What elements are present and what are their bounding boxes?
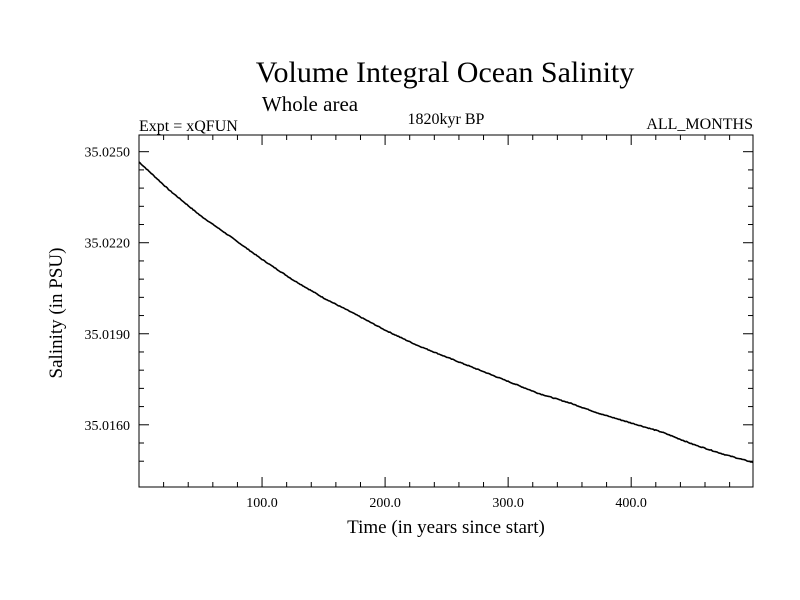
y-tick-label: 35.0190 [85, 328, 131, 343]
plot-frame [138, 134, 754, 488]
chart-title: Volume Integral Ocean Salinity [256, 56, 635, 89]
months-label: ALL_MONTHS [646, 116, 753, 133]
x-tick-label: 400.0 [615, 496, 647, 511]
x-tick-label: 300.0 [492, 496, 524, 511]
experiment-label: Expt = xQFUN [139, 118, 238, 135]
y-tick-label: 35.0220 [85, 237, 131, 252]
x-tick-label: 200.0 [369, 496, 401, 511]
x-axis-label: Time (in years since start) [347, 517, 545, 538]
chart-subtitle: Whole area [262, 92, 359, 116]
tick-labels: 100.0 200.0 300.0 400.0 35.0160 35.0190 35.022… [85, 146, 647, 511]
y-tick-label: 35.0250 [85, 146, 131, 161]
axis-ticks [139, 135, 753, 487]
x-tick-label: 100.0 [246, 496, 278, 511]
period-label: 1820kyr BP [408, 111, 485, 128]
y-axis-label: Salinity (in PSU) [46, 248, 67, 379]
salinity-series-line [138, 161, 754, 464]
y-tick-label: 35.0160 [85, 419, 131, 434]
